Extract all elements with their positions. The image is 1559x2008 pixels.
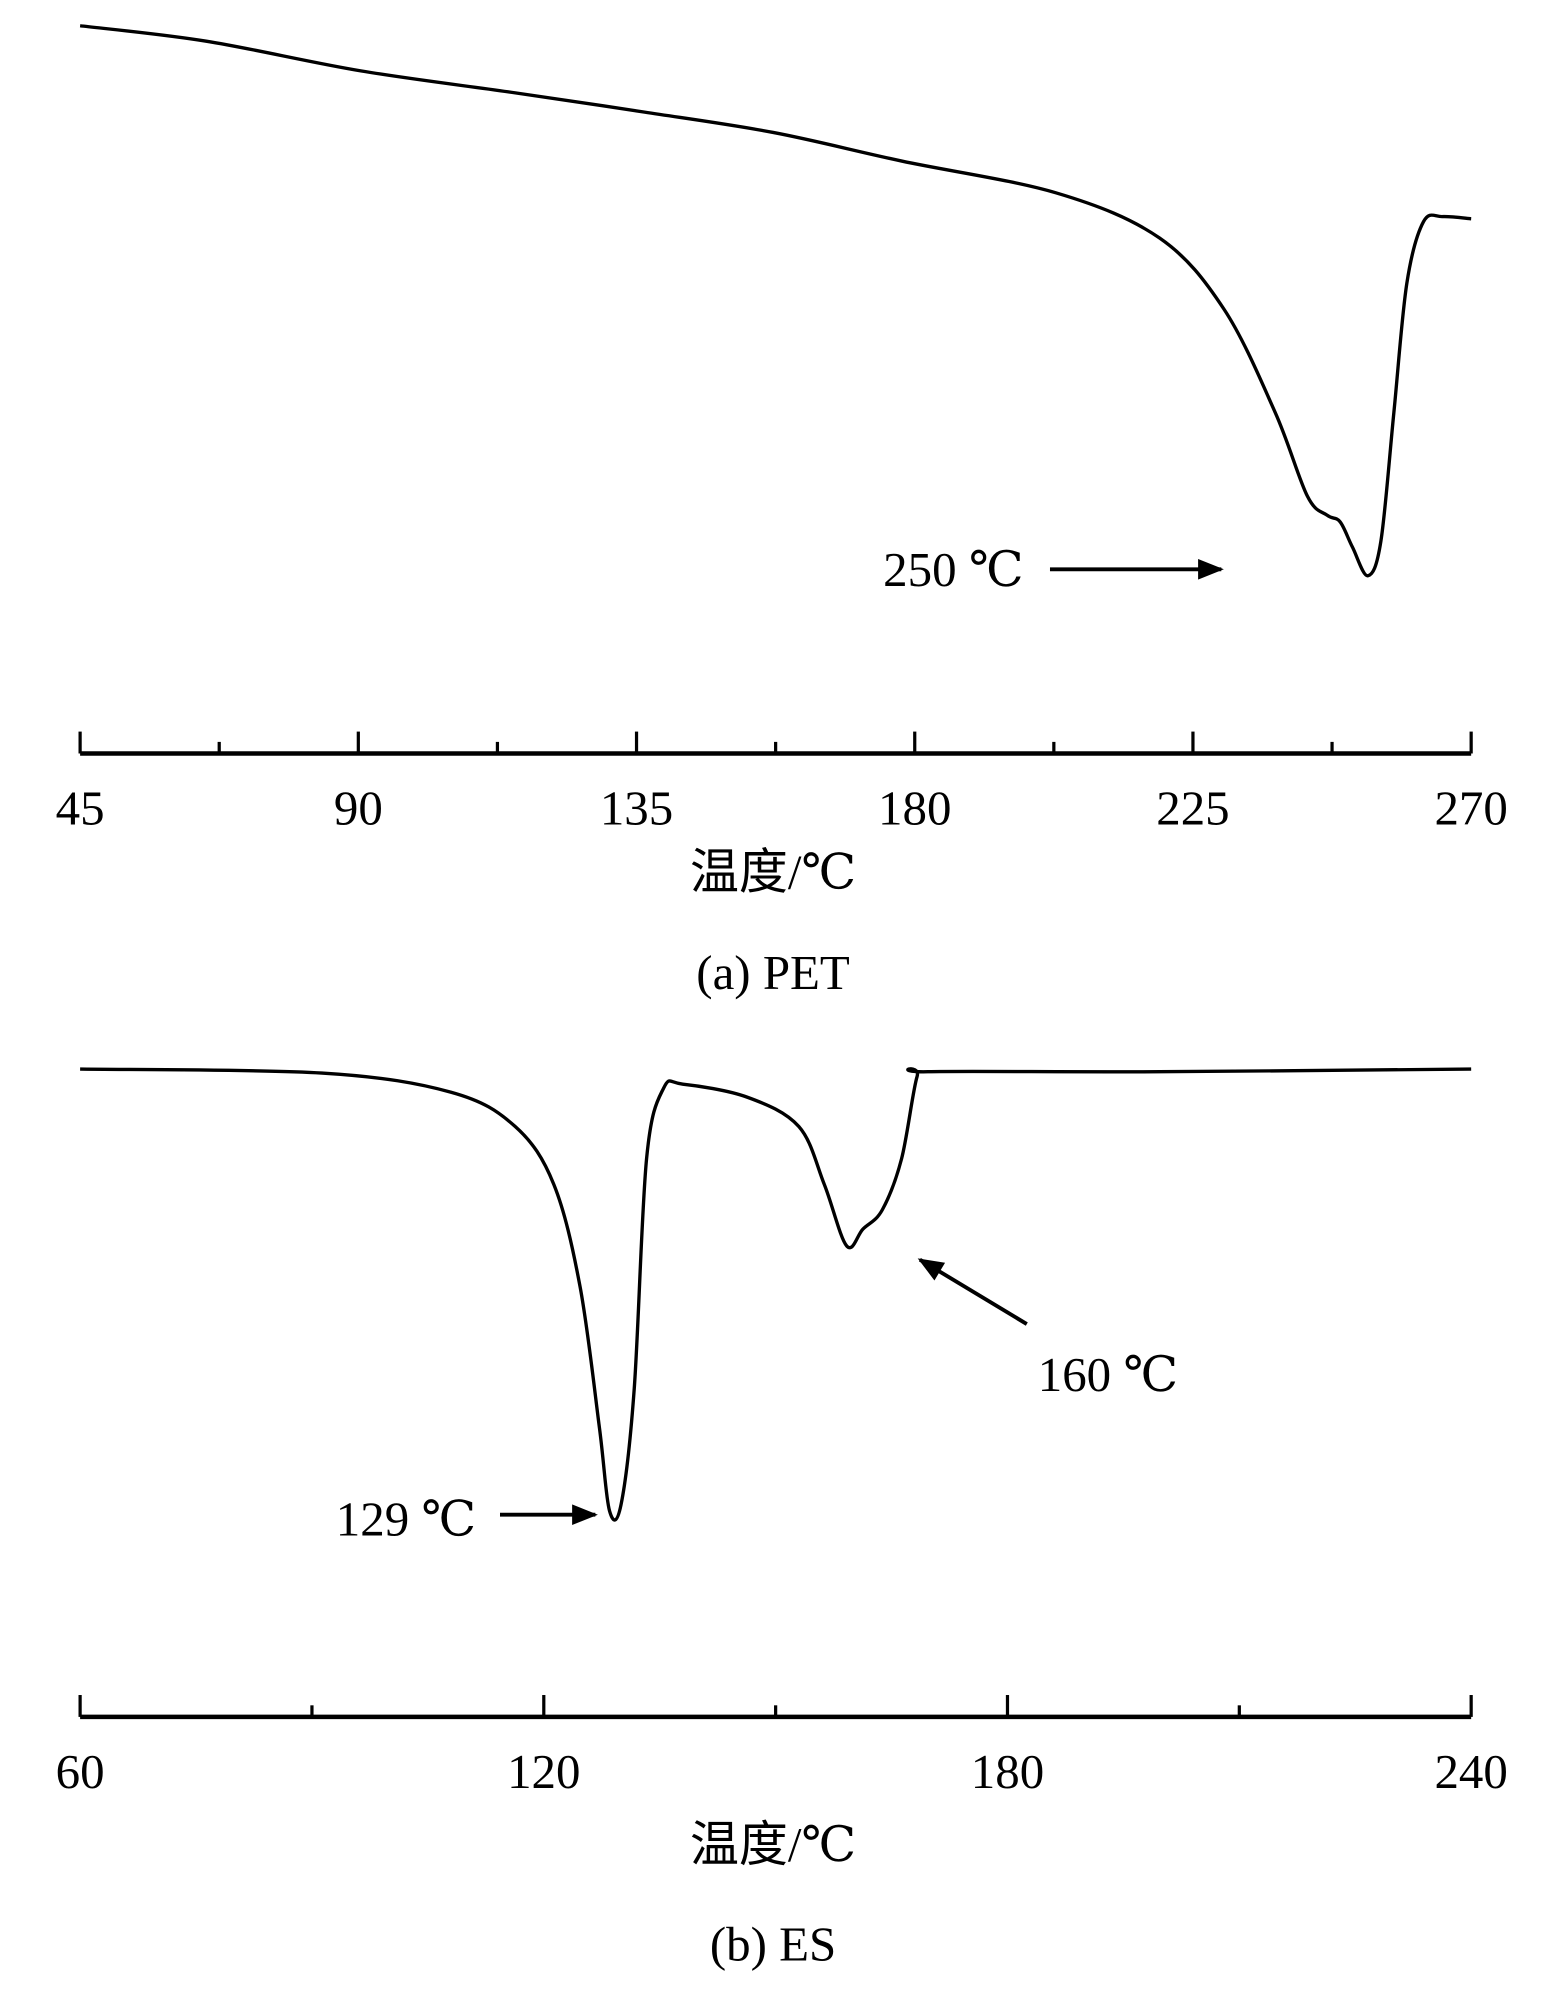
x-tick-label: 135 bbox=[600, 780, 673, 835]
panel-caption: (a) PET bbox=[696, 945, 850, 1000]
series-line-pet bbox=[79, 24, 1472, 578]
x-tick-label: 180 bbox=[878, 780, 951, 835]
x-tick-label: 270 bbox=[1434, 780, 1507, 835]
peak-annotation-label: 160 ℃ bbox=[1038, 1347, 1178, 1402]
panel-es: 60 120 180 240 温度/℃ (b) ES 129 ℃ 160 ℃ bbox=[56, 1067, 1508, 1971]
x-axis-label: 温度/℃ bbox=[690, 845, 856, 900]
peak-annotation-label: 129 ℃ bbox=[336, 1491, 476, 1546]
x-tick-label: 240 bbox=[1434, 1744, 1507, 1799]
x-tick-label: 60 bbox=[56, 1744, 105, 1799]
annotation-arrow bbox=[917, 1258, 1028, 1326]
peak-annotation-label: 250 ℃ bbox=[883, 542, 1023, 597]
series-line-es bbox=[80, 1067, 1472, 1522]
panel-pet: 45 90 135 180 225 270 温度/℃ (a) PET 250 ℃ bbox=[56, 24, 1508, 1000]
x-axis-label: 温度/℃ bbox=[690, 1817, 856, 1872]
x-tick-label: 90 bbox=[334, 780, 383, 835]
panel-caption: (b) ES bbox=[710, 1916, 836, 1971]
x-tick-label: 225 bbox=[1156, 780, 1229, 835]
x-tick-label: 180 bbox=[971, 1744, 1044, 1799]
x-tick-label: 45 bbox=[56, 780, 105, 835]
x-tick-label: 120 bbox=[507, 1744, 580, 1799]
